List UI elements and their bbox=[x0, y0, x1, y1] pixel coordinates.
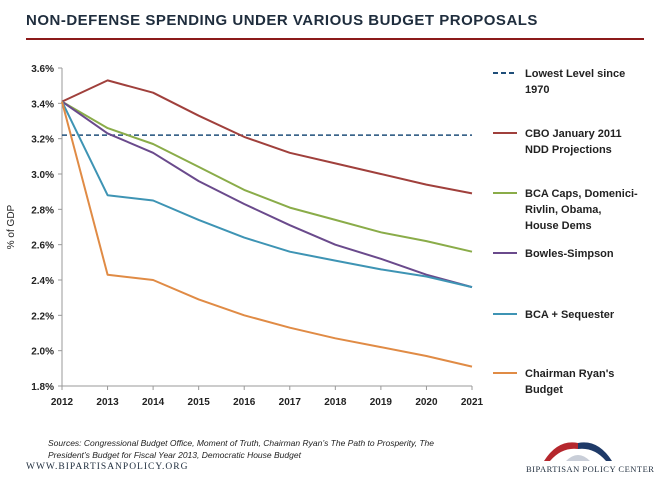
y-tick-label: 3.4% bbox=[31, 99, 54, 110]
legend-label: NDD Projections bbox=[525, 144, 612, 156]
x-tick-label: 2020 bbox=[415, 397, 438, 408]
legend-label: 1970 bbox=[525, 84, 549, 96]
x-tick-label: 2013 bbox=[96, 397, 119, 408]
y-tick-label: 3.6% bbox=[31, 64, 54, 75]
y-tick-label: 2.4% bbox=[31, 276, 54, 287]
legend-label: House Dems bbox=[525, 220, 592, 232]
logo-red-arc bbox=[544, 442, 578, 461]
logo-center-arc bbox=[566, 455, 590, 461]
website-link[interactable]: WWW.BIPARTISANPOLICY.ORG bbox=[26, 462, 189, 472]
chart-title: NON-DEFENSE SPENDING UNDER VARIOUS BUDGE… bbox=[26, 12, 538, 29]
series-line-2 bbox=[61, 100, 473, 253]
y-tick-label: 2.2% bbox=[31, 311, 54, 322]
series-line-3 bbox=[61, 100, 473, 289]
y-tick-label: 3.2% bbox=[31, 135, 54, 146]
y-tick-label: 1.8% bbox=[31, 382, 54, 393]
source-note: Sources: Congressional Budget Office, Mo… bbox=[48, 438, 434, 460]
y-tick-label: 2.6% bbox=[31, 241, 54, 252]
x-tick-label: 2014 bbox=[142, 397, 165, 408]
y-axis-label: % of GDP bbox=[6, 204, 17, 249]
bpc-logo-icon bbox=[544, 442, 612, 461]
series-line-5 bbox=[61, 101, 473, 368]
y-tick-label: 3.0% bbox=[31, 170, 54, 181]
series-line-1 bbox=[61, 79, 473, 195]
legend-label: Chairman Ryan's bbox=[525, 368, 614, 380]
legend-label: Budget bbox=[525, 384, 563, 396]
series-line-4 bbox=[61, 101, 473, 289]
legend-label: Lowest Level since bbox=[525, 68, 625, 80]
x-tick-label: 2017 bbox=[279, 397, 302, 408]
x-tick-label: 2015 bbox=[188, 397, 211, 408]
x-tick-label: 2016 bbox=[233, 397, 256, 408]
line-chart: 1.8% 2.0% 2.2% 2.4% 2.6% 2.8% 3.0% 3.2% 3.4% 3.6%… bbox=[6, 64, 638, 408]
title-rule bbox=[26, 38, 644, 40]
x-tick-label: 2012 bbox=[51, 397, 74, 408]
legend-label: CBO January 2011 bbox=[525, 128, 622, 140]
y-tick-label: 2.8% bbox=[31, 205, 54, 216]
legend-label: Rivlin, Obama, bbox=[525, 204, 601, 216]
legend-label: BCA Caps, Domenici- bbox=[525, 188, 638, 200]
x-tick-label: 2018 bbox=[324, 397, 347, 408]
logo-blue-arc bbox=[578, 442, 612, 461]
y-tick-label: 2.0% bbox=[31, 347, 54, 358]
org-name: BIPARTISAN POLICY CENTER bbox=[526, 464, 655, 474]
x-tick-label: 2019 bbox=[370, 397, 393, 408]
legend-label: Bowles-Simpson bbox=[525, 248, 614, 260]
x-tick-label: 2021 bbox=[461, 397, 484, 408]
legend-label: BCA + Sequester bbox=[525, 309, 615, 321]
